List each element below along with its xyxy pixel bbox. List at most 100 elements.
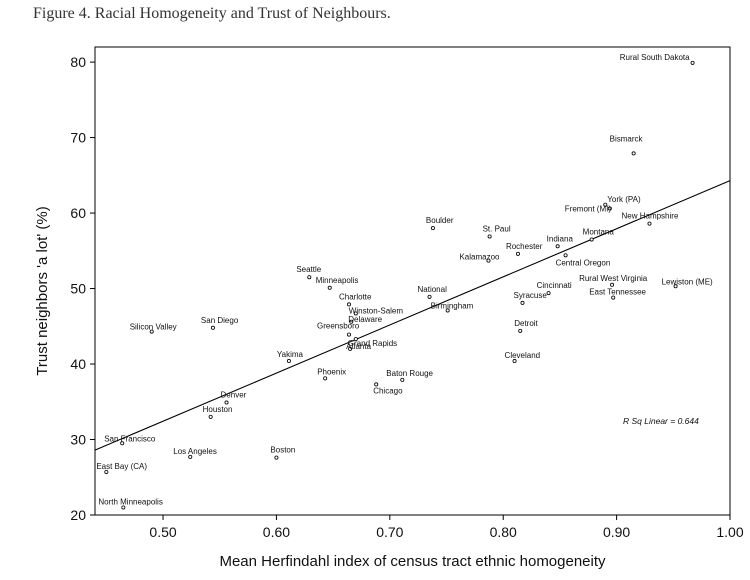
point-label: Denver <box>221 391 247 400</box>
data-point <box>323 376 328 381</box>
data-point <box>188 454 193 459</box>
data-point <box>346 302 351 307</box>
data-point <box>647 221 652 226</box>
point-label: Cincinnati <box>537 281 572 290</box>
data-point <box>430 226 435 231</box>
point-label: San Diego <box>201 316 239 325</box>
data-point <box>445 308 450 313</box>
data-point <box>374 382 379 387</box>
fit-line-group <box>94 180 731 451</box>
point-label: Winston-Salem <box>349 306 404 315</box>
axes: 0.50 0.60 0.70 0.80 0.90 1.00 20 30 40 50 60 70 80 <box>70 46 744 540</box>
point-label: Minneapolis <box>316 276 359 285</box>
point-label: Houston <box>203 405 233 414</box>
point-label: Chicago <box>373 386 403 395</box>
data-point <box>607 206 612 211</box>
data-point <box>208 414 213 419</box>
y-tick-label: 30 <box>70 432 86 448</box>
y-tick-label: 80 <box>70 54 86 70</box>
point-label: East Bay (CA) <box>96 462 147 471</box>
x-tick-label: 0.90 <box>603 524 630 540</box>
point-label: Charlotte <box>339 292 372 301</box>
y-tick-label: 20 <box>70 507 86 523</box>
data-point <box>512 359 517 364</box>
point-label: Delaware <box>348 315 382 324</box>
data-point <box>121 505 126 510</box>
point-label: Detroit <box>514 319 538 328</box>
point-label: Rural West Virginia <box>579 274 648 283</box>
y-tick-label: 60 <box>70 205 86 221</box>
data-point <box>346 332 351 337</box>
point-label: Atlanta <box>346 342 371 351</box>
data-point <box>274 455 279 460</box>
data-point <box>224 400 229 405</box>
point-label: Baton Rouge <box>386 369 433 378</box>
figure-title: Figure 4. Racial Homogeneity and Trust o… <box>33 5 391 22</box>
point-label: Central Oregon <box>556 258 611 267</box>
data-point <box>563 253 568 258</box>
point-label: Lewiston (ME) <box>662 277 713 286</box>
point-label: Los Angeles <box>173 447 217 456</box>
x-tick-label: 0.60 <box>263 524 290 540</box>
point-label: Phoenix <box>317 367 346 376</box>
data-point <box>555 244 560 249</box>
point-label: Grand Rapids <box>348 339 397 348</box>
data-point <box>286 359 291 364</box>
y-tick-label: 50 <box>70 281 86 297</box>
x-tick-label: 1.00 <box>716 524 743 540</box>
data-point <box>353 311 358 316</box>
point-label: Birmingham <box>431 301 474 310</box>
point-label: St. Paul <box>483 224 511 233</box>
data-point <box>353 337 358 342</box>
data-point <box>690 60 695 65</box>
regression-line <box>94 180 731 451</box>
point-label: York (PA) <box>607 195 641 204</box>
data-point <box>631 151 636 156</box>
data-point <box>349 319 354 324</box>
x-tick-label: 0.70 <box>376 524 403 540</box>
point-label: East Tennessee <box>589 288 646 297</box>
x-tick-label: 0.80 <box>490 524 517 540</box>
data-point <box>589 237 594 242</box>
points-group: Rural South Dakota Bismarck York (PA)Fremo… <box>96 53 713 510</box>
point-label: Montana <box>583 227 615 236</box>
point-label: Indiana <box>547 234 574 243</box>
data-point <box>104 469 109 474</box>
data-point <box>518 328 523 333</box>
point-label: Silicon Valley <box>130 323 177 332</box>
point-label: Yakima <box>277 350 304 359</box>
data-point <box>603 202 608 207</box>
data-point <box>120 441 125 446</box>
point-label: Bismarck <box>610 134 644 143</box>
data-point <box>307 275 312 280</box>
y-axis-title: Trust neighbors 'a lot' (%) <box>34 206 51 375</box>
data-point <box>673 284 678 289</box>
r-squared-annotation: R Sq Linear = 0.644 <box>623 416 699 426</box>
data-point <box>520 300 525 305</box>
data-point <box>149 329 154 334</box>
point-label: Rural South Dakota <box>620 53 690 62</box>
point-label: National <box>418 285 448 294</box>
y-tick-label: 70 <box>70 130 86 146</box>
point-label: Syracuse <box>513 291 547 300</box>
data-point <box>487 234 492 239</box>
data-point <box>327 285 332 290</box>
data-point <box>400 377 405 382</box>
point-label: Kalamazoo <box>459 253 500 262</box>
point-label: North Minneapolis <box>98 497 162 506</box>
point-label: Rochester <box>506 242 543 251</box>
data-point <box>610 282 615 287</box>
point-label: San Francisco <box>104 434 156 443</box>
point-label: Greensboro <box>317 322 360 331</box>
data-point <box>210 325 215 330</box>
plot-frame <box>94 46 731 516</box>
x-axis-title: Mean Herfindahl index of census tract et… <box>219 553 606 570</box>
x-tick-label: 0.50 <box>149 524 176 540</box>
point-label: Boston <box>270 446 295 455</box>
point-label: Fremont (MI) <box>565 205 612 214</box>
y-tick-label: 40 <box>70 356 86 372</box>
point-label: Cleveland <box>505 351 541 360</box>
data-point <box>427 294 432 299</box>
data-point <box>611 295 616 300</box>
